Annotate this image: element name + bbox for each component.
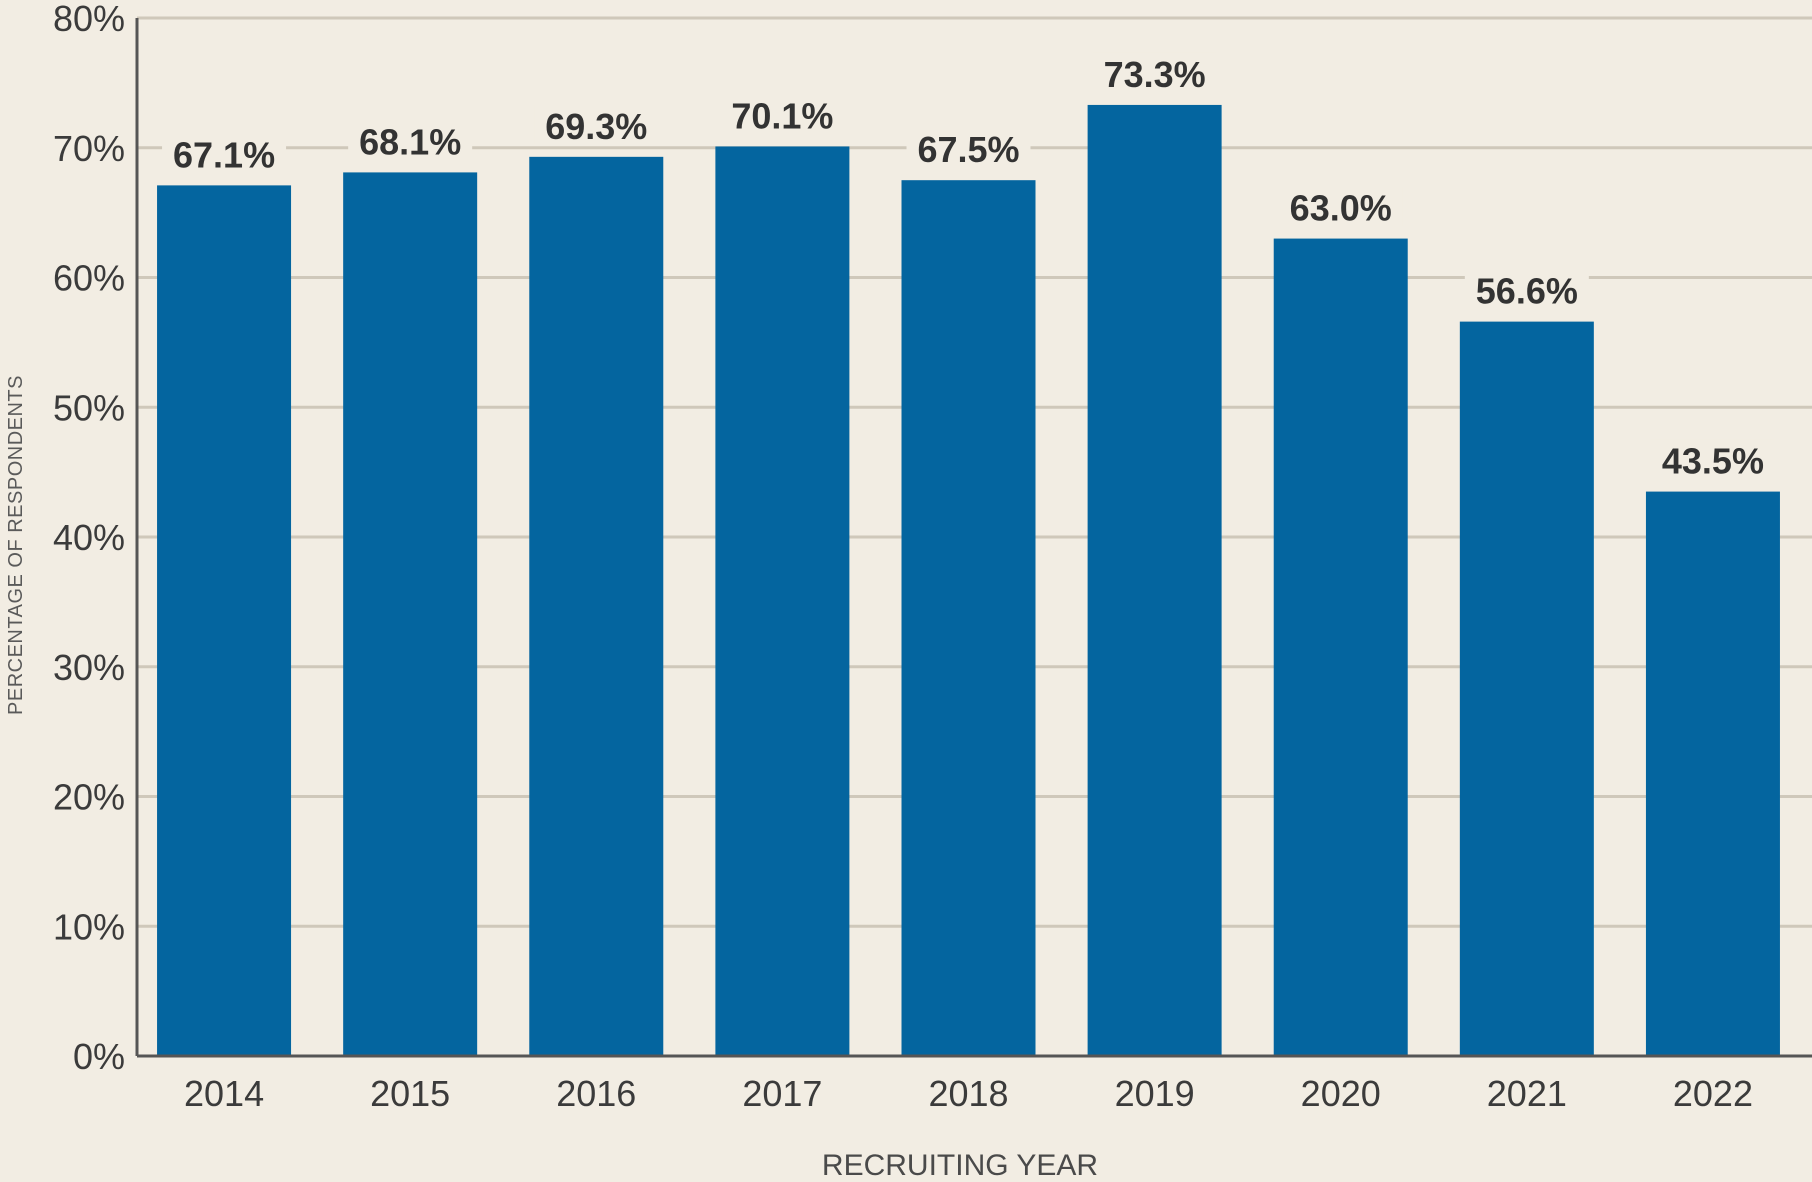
- data-label-background: [534, 104, 659, 145]
- data-label-background: [906, 128, 1031, 169]
- y-tick-label: 60%: [53, 258, 125, 299]
- axes: [135, 18, 1812, 1058]
- y-tick-label: 50%: [53, 387, 125, 428]
- bar: [1645, 491, 1780, 1056]
- y-tick-label: 40%: [53, 517, 125, 558]
- data-label-background: [162, 133, 287, 174]
- data-label: 43.5%: [1662, 441, 1764, 482]
- x-tick-label: 2014: [184, 1073, 264, 1114]
- data-label-background: [1278, 186, 1403, 227]
- y-tick-label: 10%: [53, 906, 125, 947]
- bar: [1087, 104, 1222, 1057]
- data-label: 73.3%: [1104, 54, 1206, 95]
- bar: [901, 180, 1036, 1056]
- data-label: 67.1%: [173, 134, 275, 175]
- data-label-background: [1650, 439, 1775, 480]
- y-tick-label: 0%: [73, 1036, 125, 1077]
- labels: 0% 10% 20% 30% 40% 50% 60% 70% 80% 67.1% 2014 68.1%…: [53, 0, 1775, 1114]
- bars: [157, 104, 1780, 1057]
- bar: [529, 156, 664, 1056]
- data-label-background: [720, 94, 845, 135]
- bar: [343, 172, 478, 1057]
- data-label: 69.3%: [545, 106, 647, 147]
- x-tick-label: 2019: [1115, 1073, 1195, 1114]
- y-tick-label: 20%: [53, 777, 125, 818]
- bar: [715, 146, 850, 1056]
- x-tick-label: 2022: [1673, 1073, 1753, 1114]
- bar: [157, 185, 292, 1056]
- data-label-background: [1092, 52, 1217, 93]
- data-label: 63.0%: [1290, 188, 1392, 229]
- data-label: 68.1%: [359, 121, 461, 162]
- data-label-background: [348, 120, 473, 161]
- data-label-background: [1464, 269, 1589, 310]
- x-tick-label: 2021: [1487, 1073, 1567, 1114]
- y-tick-label: 70%: [53, 128, 125, 169]
- x-tick-label: 2018: [928, 1073, 1008, 1114]
- data-label: 67.5%: [917, 129, 1019, 170]
- x-axis-title: RECRUITING YEAR: [822, 1149, 1098, 1182]
- data-label: 56.6%: [1476, 271, 1578, 312]
- x-tick-label: 2015: [370, 1073, 450, 1114]
- y-tick-label: 80%: [53, 0, 125, 39]
- x-tick-label: 2017: [742, 1073, 822, 1114]
- bar: [1273, 238, 1408, 1056]
- x-tick-label: 2016: [556, 1073, 636, 1114]
- y-tick-label: 30%: [53, 647, 125, 688]
- x-tick-label: 2020: [1301, 1073, 1381, 1114]
- bar: [1459, 321, 1594, 1056]
- y-axis-title: PERCENTAGE OF RESPONDENTS: [5, 375, 27, 715]
- data-label: 70.1%: [731, 95, 833, 136]
